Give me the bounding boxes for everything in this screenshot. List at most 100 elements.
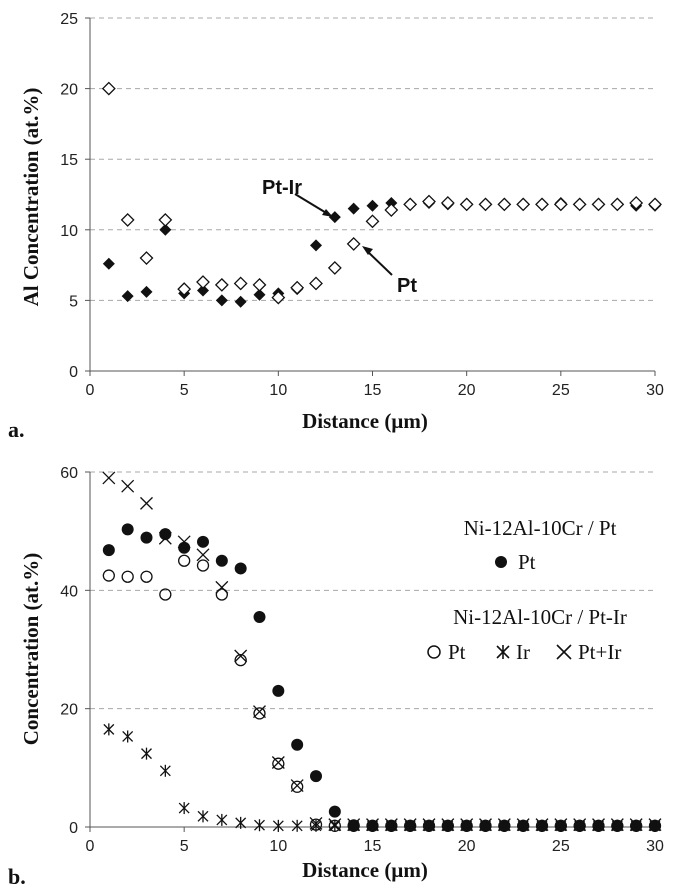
chart-b: 0 20 40 60 0 5 10 15 20 25 30 Ni-12Al-10Cr / Pt P… xyxy=(8,465,664,889)
chart-b-point-ir-asterisk xyxy=(611,819,623,832)
chart-b-point-pt-filled-circle xyxy=(234,562,247,575)
annotation-pt-arrow xyxy=(365,249,393,276)
chart-a-x-tick-label: 30 xyxy=(646,382,664,399)
chart-a-x-axis-label: Distance (µm) xyxy=(302,409,428,433)
chart-a-point-pt-ir-filled-diamond xyxy=(140,285,153,298)
chart-a-x-ticks: 0 5 10 15 20 25 30 xyxy=(86,371,664,399)
annotation-pt-ir-arrowhead xyxy=(322,209,333,217)
chart-b-point-pt-ir-x xyxy=(497,818,511,832)
chart-b-point-pt-ir-x xyxy=(234,649,248,663)
chart-a-point-pt-open-diamond xyxy=(629,196,644,210)
chart-a-point-pt-open-diamond xyxy=(139,251,154,265)
chart-a-point-pt-ir-filled-diamond xyxy=(310,239,322,252)
chart-a-point-pt-ir-filled-diamond xyxy=(234,295,247,308)
chart-b-point-ir-asterisk xyxy=(272,819,284,832)
chart-a-x-tick-label: 15 xyxy=(364,382,382,399)
chart-b-point-ir-asterisk xyxy=(254,819,265,832)
chart-b-point-ir-asterisk xyxy=(574,819,586,832)
chart-b-point-pt-ir-x xyxy=(516,818,530,832)
chart-a-point-pt-open-diamond xyxy=(196,275,210,289)
legend-group2-item-ir: Ir xyxy=(516,640,530,664)
chart-b-point-pt-open-circle xyxy=(291,780,304,793)
chart-a-point-pt-open-diamond xyxy=(610,197,625,212)
chart-a-point-pt-open-diamond xyxy=(648,197,662,212)
chart-a-panel-label: a. xyxy=(8,417,25,442)
chart-b-x-tick-label: 5 xyxy=(180,838,189,855)
chart-a-y-tick-label: 15 xyxy=(60,152,78,169)
legend-marker-pt-ir xyxy=(556,644,572,660)
chart-b-point-ir-asterisk xyxy=(197,810,209,823)
chart-a-point-pt-open-diamond xyxy=(497,197,512,212)
chart-a-y-tick-label: 25 xyxy=(60,11,78,28)
chart-b-point-ir-asterisk xyxy=(122,730,134,743)
chart-b-point-pt-ir-x xyxy=(121,479,135,493)
chart-a-y-tick-label: 5 xyxy=(69,293,78,310)
chart-a-point-pt-open-diamond xyxy=(214,277,229,292)
chart-a-x-tick-label: 25 xyxy=(552,382,570,399)
chart-b-point-pt-ir-x xyxy=(158,531,172,545)
chart-a-point-pt-open-diamond xyxy=(233,276,248,291)
chart-b-point-pt-ir-x xyxy=(648,818,662,832)
chart-b-y-tick-label: 40 xyxy=(60,583,78,600)
chart-b-panel-label: b. xyxy=(8,864,26,889)
chart-b-series-3-pt-ir xyxy=(102,471,662,832)
chart-a-point-pt-open-diamond xyxy=(271,290,286,305)
legend-marker-pt-open xyxy=(427,645,441,659)
chart-a-annotations: Pt-Ir Pt xyxy=(262,177,417,297)
chart-b-point-pt-ir-x xyxy=(140,496,153,510)
chart-b-point-pt-open-circle xyxy=(196,559,210,572)
chart-b-point-pt-filled-circle xyxy=(159,528,172,541)
chart-b-y-tick-label: 60 xyxy=(60,465,78,482)
chart-a-point-pt-open-diamond xyxy=(440,196,455,210)
chart-b-point-ir-asterisk xyxy=(423,819,435,832)
chart-a-point-pt-open-diamond xyxy=(365,214,380,229)
chart-b-point-pt-filled-circle xyxy=(291,738,304,751)
chart-b-point-ir-asterisk xyxy=(461,819,473,832)
chart-a-y-tick-label: 0 xyxy=(69,364,78,381)
chart-b-x-tick-label: 15 xyxy=(364,838,382,855)
chart-b-point-pt-ir-x xyxy=(196,548,210,562)
chart-a-point-pt-open-diamond xyxy=(403,197,418,212)
chart-a-point-pt-open-diamond xyxy=(346,237,361,251)
chart-b-series-1-pt xyxy=(102,554,662,832)
chart-b-gridlines xyxy=(90,471,655,710)
chart-a-points xyxy=(101,81,662,308)
annotation-pt-arrowhead xyxy=(362,246,373,255)
chart-b-point-pt-filled-circle xyxy=(253,610,266,623)
chart-b-point-pt-filled-circle xyxy=(178,541,191,554)
chart-b-point-pt-ir-x xyxy=(253,705,266,719)
chart-b-point-ir-asterisk xyxy=(329,819,341,832)
chart-a-point-pt-open-diamond xyxy=(177,282,192,297)
chart-a-point-pt-open-diamond xyxy=(422,194,436,209)
chart-b-point-pt-ir-x xyxy=(215,580,229,594)
chart-b-x-tick-label: 10 xyxy=(269,838,287,855)
chart-b-point-ir-asterisk xyxy=(442,819,454,832)
chart-b-point-pt-ir-x xyxy=(309,816,323,830)
chart-a-point-pt-ir-filled-diamond xyxy=(102,257,115,270)
chart-b-point-ir-asterisk xyxy=(593,819,604,832)
chart-b-point-pt-ir-x xyxy=(403,818,417,832)
chart-b-point-pt-ir-x xyxy=(271,756,285,769)
chart-b-point-pt-ir-x xyxy=(290,779,304,793)
chart-b-point-pt-ir-x xyxy=(535,818,549,832)
chart-b-point-pt-open-circle xyxy=(121,570,134,583)
chart-a-point-pt-ir-filled-diamond xyxy=(328,211,341,224)
chart-a-point-pt-open-diamond xyxy=(290,280,305,295)
chart-a-point-pt-ir-filled-diamond xyxy=(253,288,266,301)
chart-a-point-pt-ir-filled-diamond xyxy=(159,223,172,236)
chart-b-point-ir-asterisk xyxy=(348,819,360,832)
chart-b-point-pt-ir-x xyxy=(177,535,191,549)
chart-a-x-tick-label: 0 xyxy=(86,382,95,399)
chart-b-point-pt-ir-x xyxy=(347,818,361,832)
chart-b-point-pt-filled-circle xyxy=(328,805,341,818)
chart-a-y-tick-label: 20 xyxy=(60,82,78,99)
chart-a-point-pt-open-diamond xyxy=(327,261,342,275)
chart-b-point-pt-ir-x xyxy=(328,818,342,832)
chart-b-point-ir-asterisk xyxy=(291,819,303,832)
chart-b-x-tick-label: 25 xyxy=(552,838,570,855)
chart-a: 0 5 10 15 20 25 0 5 10 15 20 25 30 Pt-Ir Pt Distanc… xyxy=(8,11,664,442)
chart-b-point-ir-asterisk xyxy=(517,819,529,832)
chart-b-y-ticks: 0 20 40 60 xyxy=(60,465,90,837)
chart-a-y-axis-label: Al Concentration (at.%) xyxy=(19,88,43,307)
